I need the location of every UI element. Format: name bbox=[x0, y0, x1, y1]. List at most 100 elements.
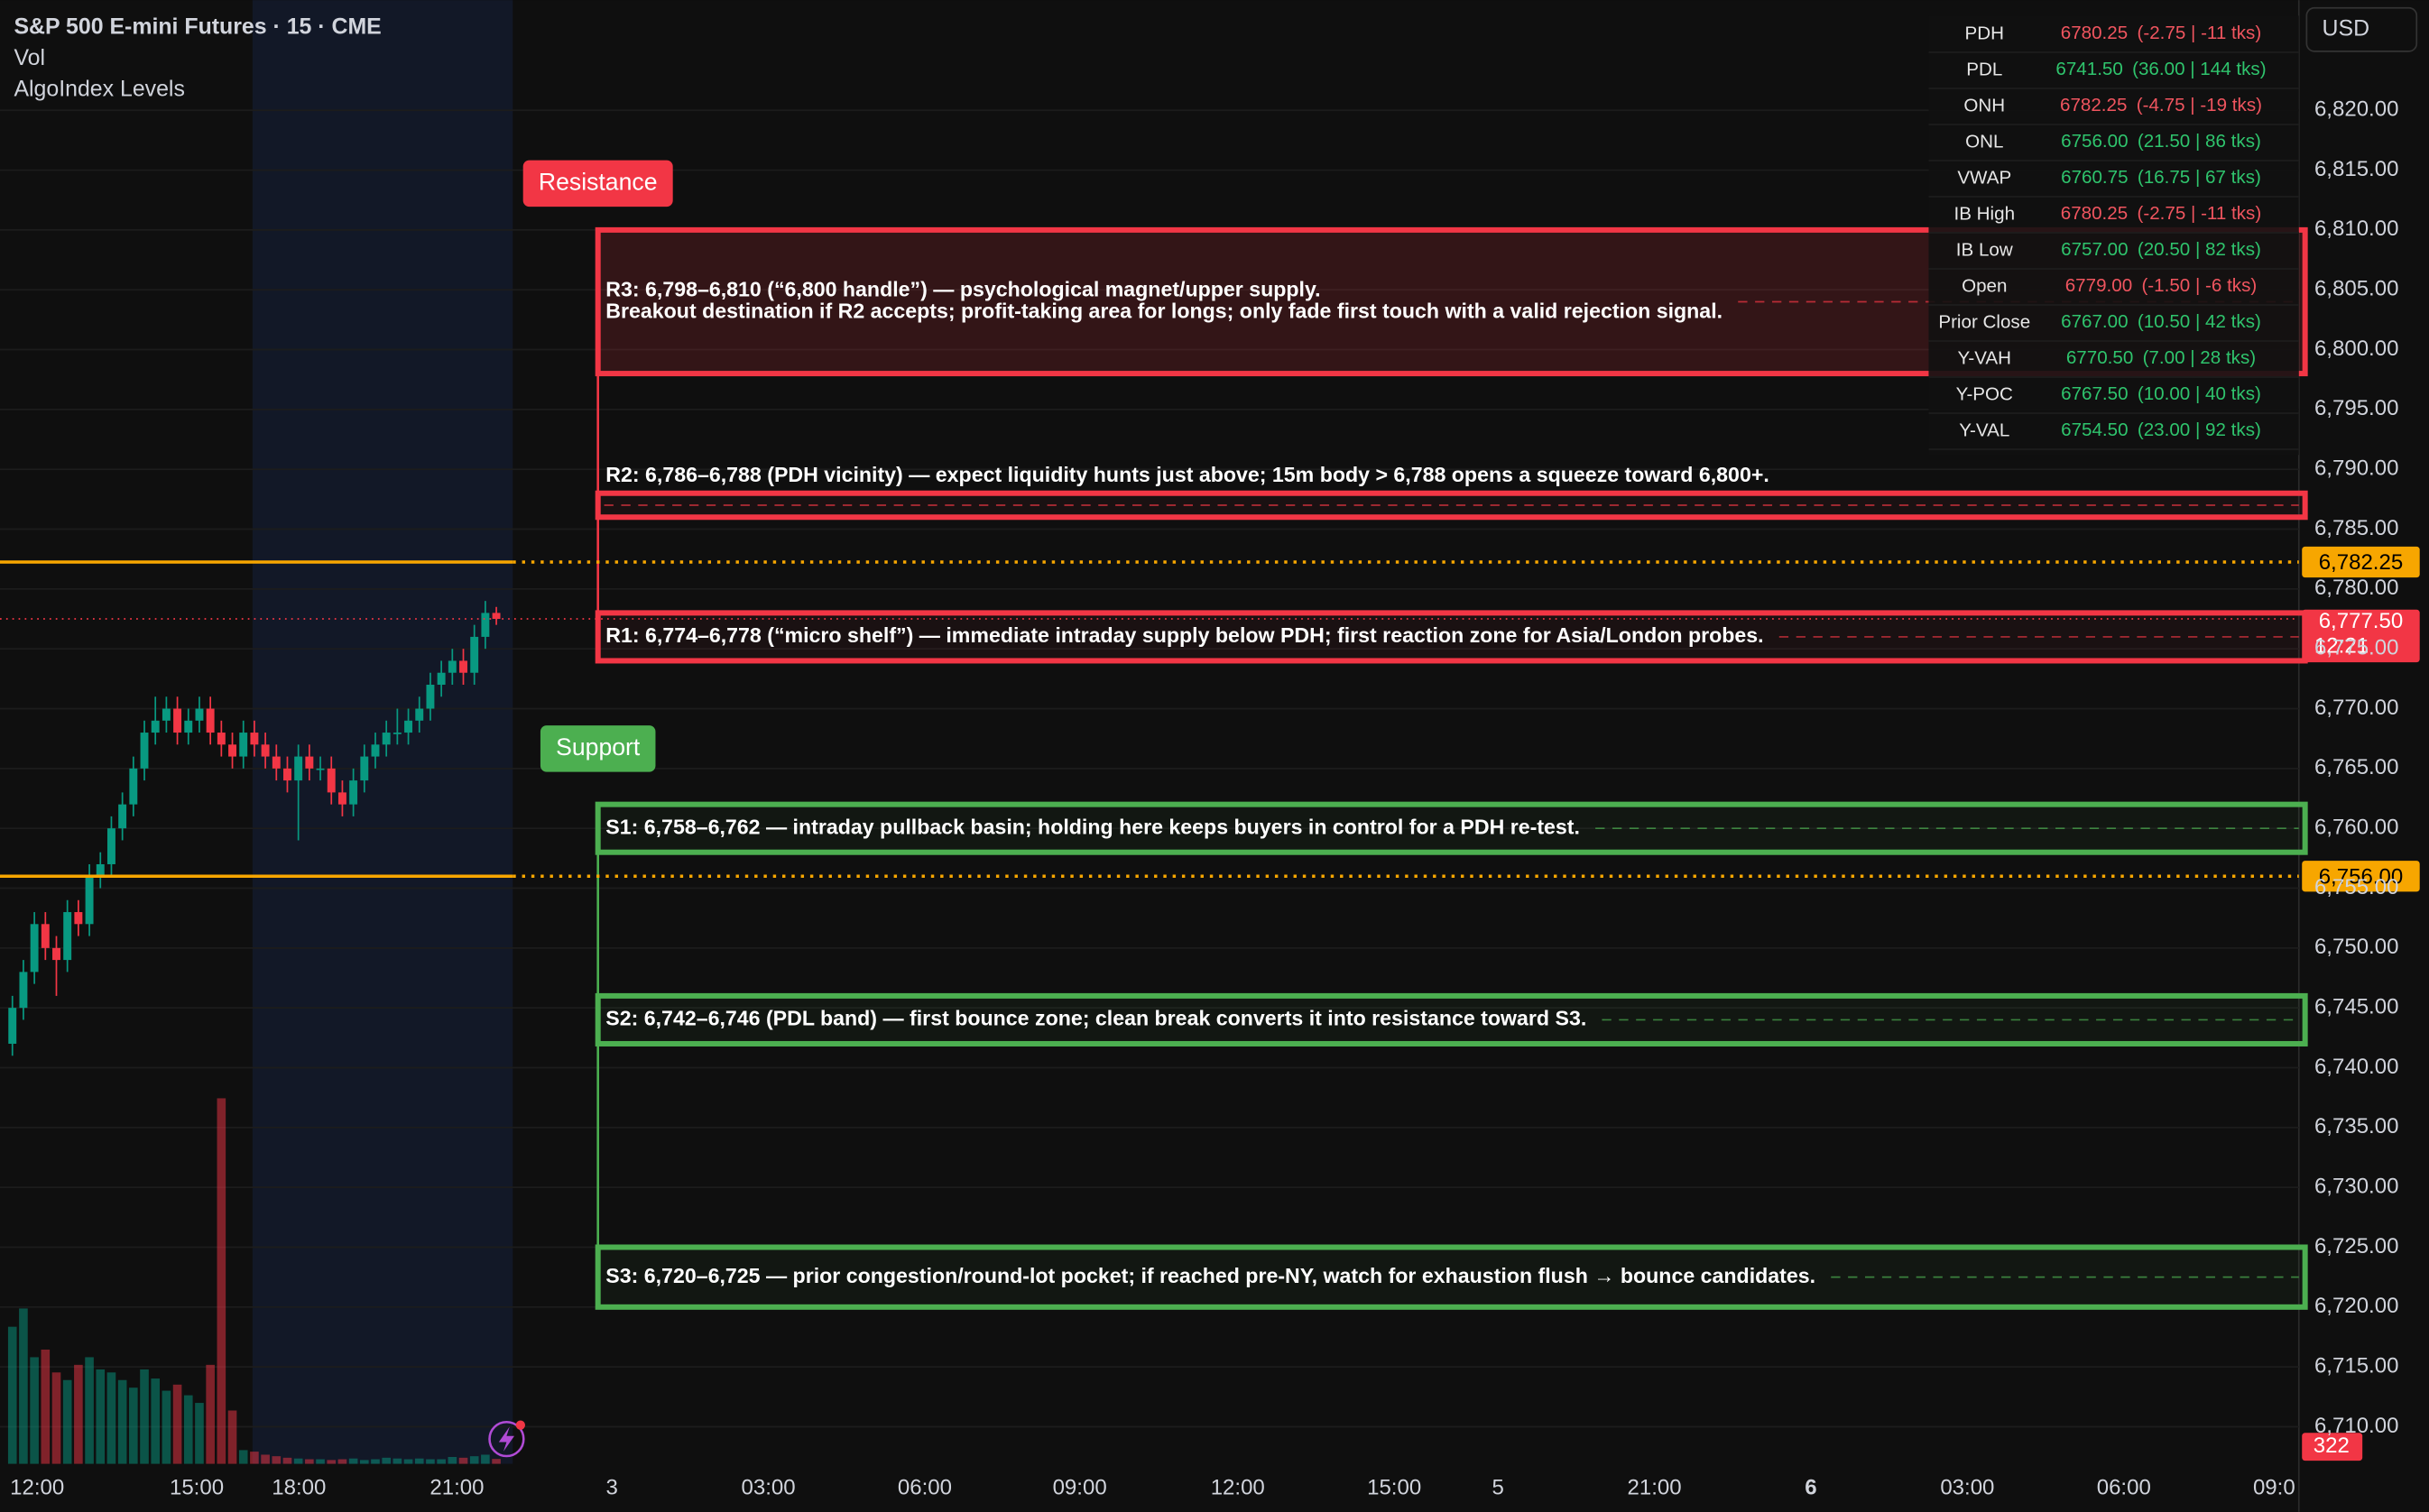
y-tick-label: 6,715.00 bbox=[2314, 1353, 2398, 1378]
y-tick-label: 6,820.00 bbox=[2314, 97, 2398, 122]
session-shade bbox=[252, 0, 513, 1464]
candle-body bbox=[426, 684, 435, 709]
zone-label: S3: 6,720–6,725 — prior congestion/round… bbox=[605, 1264, 1815, 1287]
y-tick-label: 6,815.00 bbox=[2314, 157, 2398, 181]
candle-body bbox=[470, 636, 479, 673]
candle-body bbox=[283, 768, 291, 781]
table-label: PDH bbox=[1965, 23, 2004, 43]
volume-bar bbox=[437, 1459, 446, 1464]
volume-bar bbox=[371, 1459, 380, 1464]
volume-bar bbox=[282, 1457, 292, 1464]
indicator-label[interactable]: Vol bbox=[14, 45, 45, 70]
y-tick-label: 6,730.00 bbox=[2314, 1174, 2398, 1198]
level-badge-label: 6,782.25 bbox=[2319, 550, 2403, 575]
volume-bar bbox=[481, 1454, 490, 1464]
volume-bar bbox=[227, 1410, 237, 1464]
volume-bar bbox=[261, 1454, 270, 1464]
volume-bar bbox=[195, 1403, 204, 1464]
group-badge bbox=[522, 160, 673, 207]
candle-body bbox=[140, 733, 149, 769]
volume-bar bbox=[106, 1372, 116, 1464]
currency-label[interactable]: USD bbox=[2323, 15, 2370, 41]
y-tick-label: 6,750.00 bbox=[2314, 935, 2398, 959]
y-tick-label: 6,765.00 bbox=[2314, 755, 2398, 779]
x-tick-label: 12:00 bbox=[10, 1475, 64, 1499]
indicator-label[interactable]: AlgoIndex Levels bbox=[14, 76, 184, 101]
x-tick-label: 09:00 bbox=[1053, 1475, 1107, 1499]
candle-body bbox=[151, 720, 160, 733]
candle-body bbox=[404, 720, 413, 733]
symbol-title: S&P 500 E-mini Futures · 15 · CME bbox=[14, 14, 381, 40]
table-value: 6760.75 (16.75 | 67 tks) bbox=[2061, 167, 2261, 188]
volume-bar bbox=[117, 1379, 127, 1464]
volume-bar bbox=[414, 1458, 424, 1464]
x-tick-label: 12:00 bbox=[1211, 1475, 1265, 1499]
candle-body bbox=[217, 733, 226, 745]
y-tick-label: 6,710.00 bbox=[2314, 1414, 2398, 1438]
table-label: ONH bbox=[1963, 95, 2005, 115]
volume-bar bbox=[250, 1452, 259, 1464]
candle-body bbox=[195, 708, 204, 721]
table-price: 6767.50 bbox=[2061, 383, 2128, 404]
table-detail: (16.75 | 67 tks) bbox=[2138, 167, 2261, 188]
volume-bar bbox=[272, 1456, 282, 1464]
volume-bar bbox=[30, 1357, 39, 1464]
level-badge bbox=[2302, 861, 2420, 892]
table-price: 6754.50 bbox=[2061, 419, 2128, 440]
table-price: 6780.25 bbox=[2061, 203, 2128, 224]
zone-label: S1: 6,758–6,762 — intraday pullback basi… bbox=[605, 815, 1580, 838]
candle-body bbox=[337, 792, 346, 805]
zone-label: R3: 6,798–6,810 (“6,800 handle”) — psych… bbox=[605, 278, 1320, 301]
y-tick-label: 6,810.00 bbox=[2314, 217, 2398, 241]
currency-button[interactable] bbox=[2305, 6, 2418, 52]
x-tick-label: 09:0 bbox=[2253, 1475, 2295, 1499]
volume-bar bbox=[348, 1458, 358, 1464]
table-label: PDL bbox=[1966, 59, 2002, 79]
table-price: 6741.50 bbox=[2055, 59, 2122, 79]
countdown-label: 12:21 bbox=[2314, 633, 2369, 658]
table-detail: (7.00 | 28 tks) bbox=[2143, 347, 2257, 368]
candle-body bbox=[415, 708, 424, 721]
volume-bar bbox=[162, 1390, 171, 1464]
x-tick-label: 06:00 bbox=[2097, 1475, 2151, 1499]
table-value: 6782.25 (-4.75 | -19 tks) bbox=[2060, 95, 2262, 115]
candle-body bbox=[206, 708, 215, 733]
table-label: Y-POC bbox=[1956, 383, 2013, 404]
table-label: Y-VAL bbox=[1959, 419, 2009, 440]
candle-body bbox=[393, 733, 402, 734]
volume-bar bbox=[206, 1364, 215, 1464]
table-price: 6767.00 bbox=[2061, 311, 2128, 332]
table-label: Prior Close bbox=[1938, 311, 2030, 332]
candle-body bbox=[228, 744, 236, 757]
y-tick-label: 6,755.00 bbox=[2314, 875, 2398, 899]
candle-body bbox=[492, 613, 501, 620]
table-label: ONL bbox=[1965, 131, 2003, 152]
table-detail: (-2.75 | -11 tks) bbox=[2137, 203, 2261, 224]
table-detail: (10.50 | 42 tks) bbox=[2138, 311, 2261, 332]
candle-body bbox=[371, 744, 380, 757]
volume-bar bbox=[7, 1326, 17, 1464]
volume-bar bbox=[96, 1369, 106, 1464]
level-badge bbox=[2302, 546, 2420, 578]
candle-body bbox=[96, 863, 105, 877]
alert-icon[interactable] bbox=[488, 1420, 525, 1458]
table-value: 6757.00 (20.50 | 82 tks) bbox=[2061, 239, 2261, 260]
volume-bar bbox=[327, 1460, 337, 1464]
candle-body bbox=[85, 876, 94, 925]
table-detail: (-2.75 | -11 tks) bbox=[2137, 23, 2261, 43]
candle-body bbox=[8, 1008, 17, 1044]
y-tick-label: 6,760.00 bbox=[2314, 816, 2398, 840]
table-label: VWAP bbox=[1957, 167, 2011, 188]
table-value: 6770.50 (7.00 | 28 tks) bbox=[2066, 347, 2256, 368]
table-detail: (-1.50 | -6 tks) bbox=[2141, 275, 2257, 296]
volume-bar bbox=[151, 1378, 161, 1464]
volume-bar bbox=[359, 1460, 369, 1464]
zone-label: R1: 6,774–6,778 (“micro shelf”) — immedi… bbox=[605, 623, 1763, 647]
y-tick-label: 6,720.00 bbox=[2314, 1294, 2398, 1318]
candle-body bbox=[448, 660, 457, 673]
volume-badge bbox=[2302, 1433, 2363, 1461]
y-tick-label: 6,785.00 bbox=[2314, 516, 2398, 540]
candle-body bbox=[52, 947, 60, 961]
group-badge-label: Resistance bbox=[539, 168, 658, 195]
